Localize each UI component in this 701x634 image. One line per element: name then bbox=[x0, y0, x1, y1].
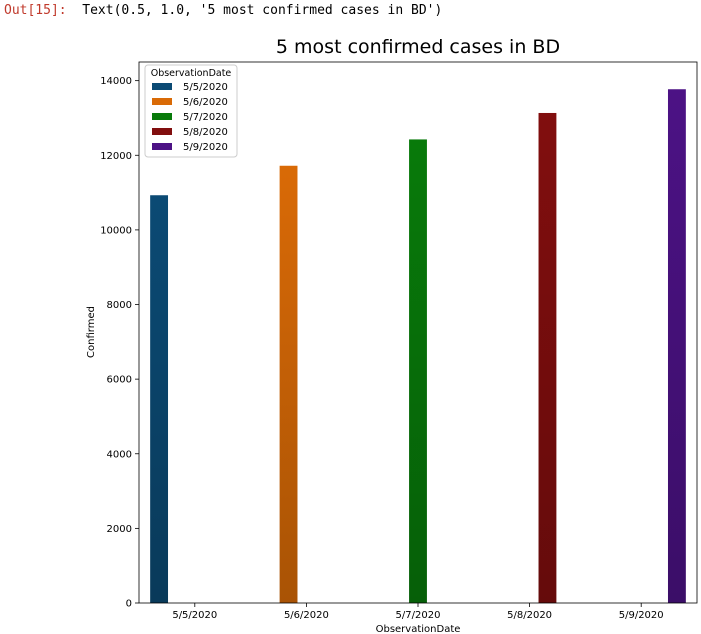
x-tick-label: 5/9/2020 bbox=[619, 610, 664, 621]
output-text: Text(0.5, 1.0, '5 most confirmed cases i… bbox=[82, 3, 443, 18]
bar-5-8-2020 bbox=[538, 112, 557, 603]
x-tick-label: 5/6/2020 bbox=[284, 610, 329, 621]
output-prompt: Out[15]: bbox=[4, 3, 67, 18]
y-tick-label: 10000 bbox=[100, 225, 132, 236]
legend-label: 5/7/2020 bbox=[183, 112, 228, 123]
chart-title: 5 most confirmed cases in BD bbox=[276, 36, 560, 58]
y-tick-label: 12000 bbox=[100, 151, 132, 162]
y-tick-label: 2000 bbox=[107, 524, 132, 535]
output-line: Out[15]: Text(0.5, 1.0, '5 most confirme… bbox=[4, 2, 442, 20]
legend-label: 5/5/2020 bbox=[183, 82, 228, 93]
legend: ObservationDate 5/5/2020 5/6/2020 5/7/2020 5… bbox=[144, 64, 238, 158]
legend-swatch bbox=[152, 98, 172, 105]
y-tick-label: 14000 bbox=[100, 76, 132, 87]
bar-5-6-2020 bbox=[279, 165, 298, 603]
x-tick-label: 5/7/2020 bbox=[396, 610, 441, 621]
legend-swatch bbox=[152, 113, 172, 120]
legend-swatch bbox=[152, 143, 172, 150]
y-tick-label: 8000 bbox=[107, 300, 132, 311]
bar-5-7-2020 bbox=[409, 139, 427, 604]
plot-area: 0 2000 4000 6000 8000 10000 12000 14000 5/5/2020… bbox=[100, 61, 698, 621]
x-axis-label: ObservationDate bbox=[376, 624, 461, 634]
y-axis-label: Confirmed bbox=[86, 306, 97, 358]
legend-swatch bbox=[152, 128, 172, 135]
legend-label: 5/6/2020 bbox=[183, 97, 228, 108]
bar-5-5-2020 bbox=[150, 195, 169, 604]
bar-5-9-2020 bbox=[667, 89, 686, 604]
x-tick-label: 5/5/2020 bbox=[172, 610, 217, 621]
legend-label: 5/9/2020 bbox=[183, 142, 228, 153]
y-tick-label: 0 bbox=[126, 599, 132, 610]
x-tick-label: 5/8/2020 bbox=[507, 610, 552, 621]
legend-title: ObservationDate bbox=[151, 68, 232, 79]
legend-label: 5/8/2020 bbox=[183, 127, 228, 138]
legend-swatch bbox=[152, 83, 172, 90]
y-tick-label: 6000 bbox=[107, 375, 132, 386]
y-tick-label: 4000 bbox=[107, 449, 132, 460]
